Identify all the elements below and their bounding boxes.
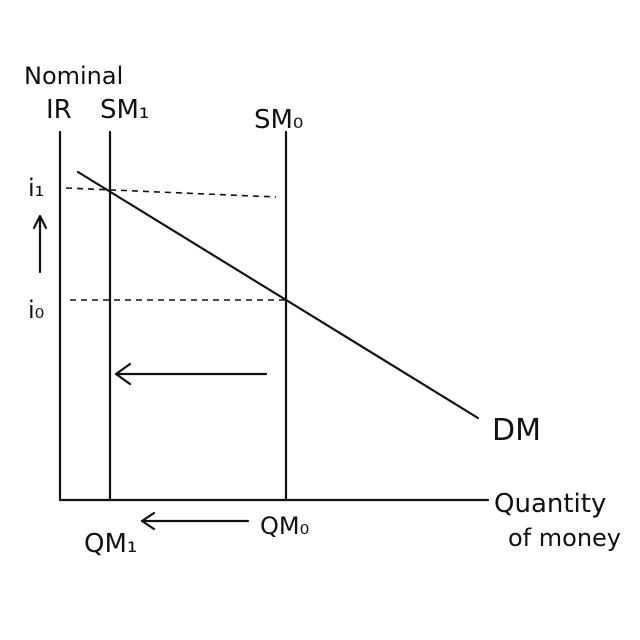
demand-label: DM [492,413,541,448]
supply-old-label: SM₀ [254,105,303,135]
quantity-decrease-arrow [140,511,250,531]
x-axis-label-line1: Quantity [494,489,606,519]
quantity-new-label: QM₁ [84,529,137,559]
quantity-old-label: QM₀ [260,512,309,540]
rate-rise-arrow [32,214,48,274]
demand-curve [76,170,480,420]
y-axis-label-line2: IR [46,95,72,125]
rate-old-label: i₀ [28,296,44,324]
rate-new-label: i₁ [28,174,44,202]
supply-new-label: SM₁ [100,95,149,125]
supply-shift-arrow [114,362,268,386]
y-axis-label-line1: Nominal [24,62,123,90]
rate-new-dashed-line [65,187,277,198]
x-axis-label-line2: of money [508,524,621,552]
